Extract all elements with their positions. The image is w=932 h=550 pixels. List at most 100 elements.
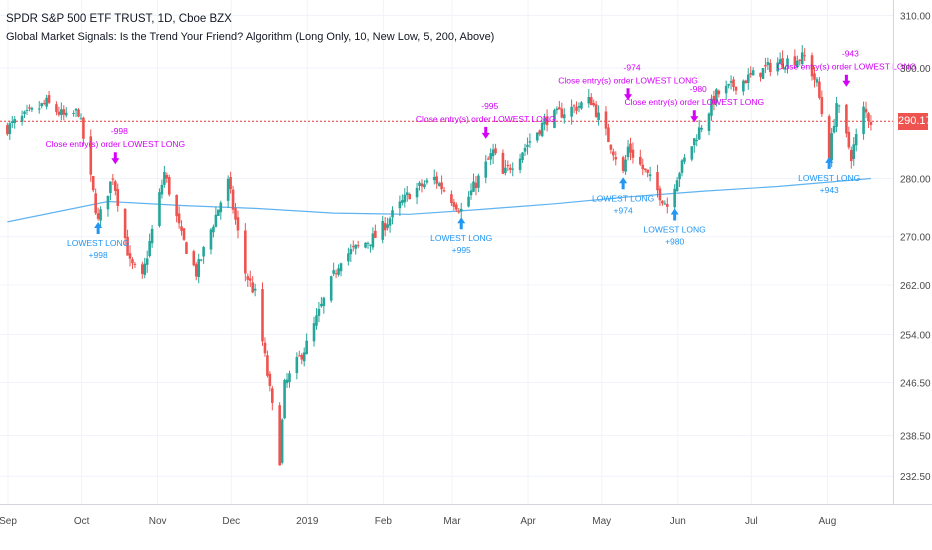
candle-body: [869, 122, 873, 125]
candle-body: [295, 356, 299, 374]
candle-body: [197, 259, 201, 278]
candle-body: [263, 342, 267, 354]
candle-body: [381, 221, 385, 240]
candle-body: [776, 62, 779, 72]
time-tick-label: Nov: [149, 516, 167, 527]
time-tick-label: Oct: [74, 516, 90, 527]
candle-body: [526, 144, 529, 148]
candle-body: [182, 228, 186, 240]
time-tick-label: Apr: [520, 516, 536, 527]
close-label: Close entry(s) order LOWEST LONG: [777, 62, 917, 72]
candle-body: [575, 107, 578, 111]
candle-body: [467, 196, 470, 207]
candle-body: [283, 380, 286, 419]
candle-body: [491, 149, 495, 157]
candle-body: [477, 175, 480, 188]
candle-body: [435, 176, 438, 184]
candle-body: [577, 105, 581, 108]
candle-body: [167, 177, 171, 195]
candle-body: [469, 190, 473, 196]
moving-average-layer: [7, 177, 871, 223]
candle-body: [347, 253, 350, 262]
candle-body: [312, 323, 316, 342]
close-label: Close entry(s) order LOWEST LONG: [416, 114, 556, 124]
candle-body: [553, 110, 556, 128]
time-tick-label: Aug: [819, 516, 837, 527]
candle-body: [631, 149, 635, 158]
candle-body: [506, 164, 510, 167]
candle-body: [786, 58, 789, 67]
candle-body: [42, 103, 46, 105]
candle-body: [639, 156, 642, 165]
close-profit: -980: [690, 84, 707, 94]
candle-body: [707, 113, 711, 131]
candle-body: [781, 58, 784, 68]
candle-body: [849, 149, 853, 162]
candle-body: [695, 140, 699, 142]
candle-body: [587, 97, 591, 104]
candle-body: [450, 194, 453, 204]
candle-body: [749, 73, 753, 75]
symbol-legend[interactable]: SPDR S&P 500 ETF TRUST, 1D, Cboe BZX: [6, 13, 232, 25]
candle-body: [827, 116, 831, 162]
candle-body: [508, 167, 512, 170]
time-tick-label: Dec: [222, 516, 240, 527]
candle-body: [798, 59, 802, 61]
candle-body: [315, 315, 318, 326]
candle-body: [94, 193, 97, 214]
candle-body: [648, 174, 652, 176]
candle-body: [219, 202, 223, 213]
price-tick-label: 246.50: [900, 379, 931, 390]
candle-body: [418, 182, 421, 186]
candle-body: [511, 168, 515, 170]
candle-body: [589, 97, 593, 106]
candle-body: [280, 419, 284, 463]
candle-body: [158, 192, 161, 227]
strategy-legend[interactable]: Global Market Signals: Is the Trend Your…: [6, 31, 495, 43]
trade-signals: LOWEST LONG +998 Close entry(s) order LOWE…: [45, 49, 916, 260]
candle-body: [23, 111, 26, 114]
entry-arrow-icon: [825, 156, 834, 169]
time-tick-label: Feb: [375, 516, 393, 527]
candle-body: [351, 246, 355, 248]
close-arrow-icon: [481, 126, 490, 139]
candle-body: [459, 208, 463, 212]
entry-arrow-icon: [670, 208, 679, 221]
close-label: Close entry(s) order LOWEST LONG: [624, 97, 764, 107]
candle-body: [234, 208, 237, 220]
candle-body: [194, 264, 198, 277]
candle-body: [580, 102, 583, 109]
candle-body: [442, 190, 446, 192]
candle-body: [604, 111, 608, 129]
candle-body: [486, 158, 490, 160]
candle-body: [131, 259, 134, 264]
candle-body: [79, 118, 83, 120]
candle-body: [302, 352, 306, 362]
entry-label: LOWEST LONG: [592, 193, 654, 203]
candle-body: [815, 79, 819, 83]
candle-body: [626, 146, 630, 158]
candle-body: [629, 143, 632, 153]
candle-body: [862, 106, 865, 135]
time-axis[interactable]: Sep Oct Nov Dec 2019 Feb Mar Apr May Jun Jul Aug: [0, 516, 836, 527]
candle-body: [835, 103, 838, 127]
price-axis[interactable]: 310.00 300.00 280.00 270.00 262.00 254.00 246.…: [900, 11, 931, 483]
candle-body: [329, 276, 333, 301]
close-arrow-icon: [842, 74, 851, 87]
candle-body: [680, 160, 684, 173]
close-arrow-icon: [690, 110, 699, 123]
candle-body: [609, 144, 613, 150]
price-tick-label: 280.00: [900, 174, 931, 185]
candle-body: [20, 115, 24, 122]
candle-body: [761, 68, 765, 79]
price-tick-label: 310.00: [900, 11, 931, 22]
candle-body: [74, 108, 78, 111]
candle-body: [535, 132, 539, 141]
candle-body: [683, 157, 686, 162]
candle-body: [538, 130, 542, 135]
candle-body: [560, 108, 564, 118]
candle-body: [403, 194, 407, 203]
candle-body: [209, 229, 213, 250]
candle-body: [489, 153, 492, 160]
